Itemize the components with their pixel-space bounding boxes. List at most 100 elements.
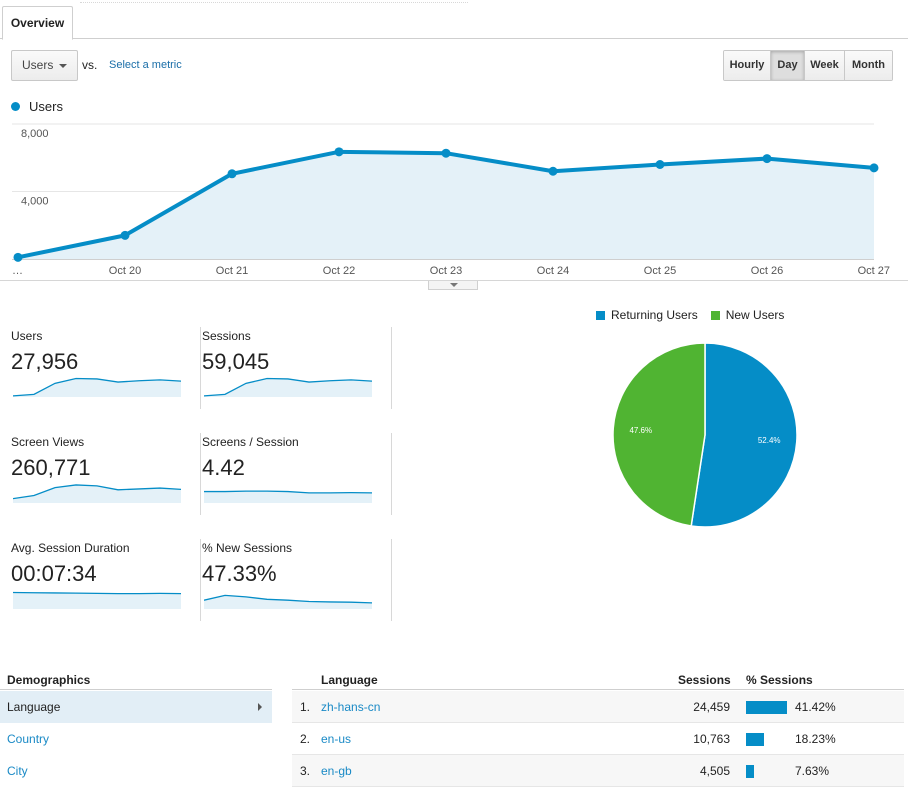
vs-label: vs. xyxy=(82,58,98,72)
scorecard-screens-per-session: Screens / Session 4.42 xyxy=(202,433,392,515)
scorecard-label: Screen Views xyxy=(11,435,85,449)
scorecard-value: 00:07:34 xyxy=(11,561,97,586)
sessions-pct: 7.63% xyxy=(795,764,830,778)
data-point[interactable] xyxy=(120,230,130,240)
scorecard-label: Avg. Session Duration xyxy=(11,541,130,555)
x-tick-label: Oct 20 xyxy=(109,265,141,277)
data-point[interactable] xyxy=(334,147,344,157)
demographics-item-label: Country xyxy=(7,732,50,746)
legend-swatch xyxy=(596,310,605,320)
scorecard-label: % New Sessions xyxy=(202,541,293,555)
y-tick-label: 8,000 xyxy=(21,128,49,140)
scorecard-value: 47.33% xyxy=(202,561,277,586)
data-point[interactable] xyxy=(227,169,237,179)
week-button[interactable]: Week xyxy=(805,51,845,80)
data-point[interactable] xyxy=(441,148,451,158)
hourly-button[interactable]: Hourly xyxy=(724,51,771,80)
column-header-sessions[interactable]: Sessions xyxy=(678,673,731,687)
legend-label: New Users xyxy=(725,308,785,322)
month-button[interactable]: Month xyxy=(845,51,892,80)
sessions-pct: 41.42% xyxy=(795,700,836,714)
tab-strip xyxy=(0,0,908,39)
legend-item-returning-users: Returning Users xyxy=(596,308,698,322)
sessions-share-bar xyxy=(746,765,754,778)
metric-select-value: Users xyxy=(22,58,54,72)
chevron-down-icon xyxy=(450,283,458,287)
row-index: 3. xyxy=(300,764,311,778)
demographics-item-city[interactable]: City xyxy=(0,755,272,787)
sessions-value: 4,505 xyxy=(699,764,730,778)
language-link[interactable]: zh-hans-cn xyxy=(321,700,381,714)
scorecard-value: 59,045 xyxy=(202,349,270,374)
pie-slice-returning-users[interactable] xyxy=(690,342,798,528)
sparkline-line xyxy=(13,484,181,500)
scorecard-value: 4.42 xyxy=(202,455,245,480)
demographics-item-label: Language xyxy=(7,700,61,714)
y-tick-label: 4,000 xyxy=(21,196,49,208)
sessions-share-bar xyxy=(746,701,788,714)
table-row: 2. en-us 10,763 18.23% xyxy=(292,723,904,755)
data-point[interactable] xyxy=(13,252,23,262)
data-point[interactable] xyxy=(655,160,665,169)
row-index: 2. xyxy=(300,732,311,746)
data-point[interactable] xyxy=(762,154,772,164)
sparkline xyxy=(13,377,181,397)
sparkline-area xyxy=(13,592,181,609)
user-type-pie-chart: 52.4% 47.6% xyxy=(612,342,798,528)
sparkline-area xyxy=(204,491,372,503)
legend-dot-icon xyxy=(11,102,20,111)
scorecard-avg-session-duration: Avg. Session Duration 00:07:34 xyxy=(11,539,201,621)
day-button[interactable]: Day xyxy=(771,51,805,80)
sessions-pct: 18.23% xyxy=(795,732,836,746)
x-tick-label: Oct 24 xyxy=(537,265,569,277)
pie-legend: Returning Users New Users xyxy=(596,308,797,322)
demographics-item-country[interactable]: Country xyxy=(0,723,272,755)
column-header-language[interactable]: Language xyxy=(321,673,378,687)
sparkline-area xyxy=(204,378,372,397)
data-point[interactable] xyxy=(869,163,879,173)
divider xyxy=(292,689,904,690)
sparkline xyxy=(204,377,372,397)
x-tick-label: Oct 22 xyxy=(323,265,355,277)
pie-slice-label: 52.4% xyxy=(758,436,781,445)
table-row: 3. en-gb 4,505 7.63% xyxy=(292,755,904,787)
tab-overview[interactable]: Overview xyxy=(2,6,73,40)
users-line-chart: 8,000 4,000 … Oct 20 Oct 21 Oct 22 Oct 23 Oct 2… xyxy=(0,123,908,281)
demographics-item-label: City xyxy=(7,764,28,778)
x-tick-label: Oct 26 xyxy=(751,265,783,277)
legend-label: Returning Users xyxy=(611,308,698,322)
legend-label: Users xyxy=(29,99,63,114)
legend-item-new-users: New Users xyxy=(710,308,785,322)
column-header-pct-sessions[interactable]: % Sessions xyxy=(746,673,813,687)
expand-chart-toggle[interactable] xyxy=(428,281,478,290)
caret-down-icon xyxy=(59,64,67,68)
sparkline-area xyxy=(13,378,181,397)
scorecard-screen-views: Screen Views 260,771 xyxy=(11,433,201,515)
language-link[interactable]: en-gb xyxy=(321,764,352,778)
sparkline-area xyxy=(204,595,372,609)
series-area xyxy=(18,151,874,259)
data-point[interactable] xyxy=(548,166,558,176)
x-tick-label: Oct 25 xyxy=(644,265,676,277)
scorecard-label: Users xyxy=(11,329,43,343)
sparkline xyxy=(13,591,181,609)
divider xyxy=(0,689,272,690)
language-link[interactable]: en-us xyxy=(321,732,352,746)
x-tick-label: Oct 23 xyxy=(430,265,462,277)
x-tick-label: … xyxy=(12,265,23,277)
scorecard-new-sessions: % New Sessions 47.33% xyxy=(202,539,392,621)
scorecard-users: Users 27,956 xyxy=(11,327,201,409)
sparkline-line xyxy=(204,594,372,604)
sessions-share-bar xyxy=(746,733,765,746)
chevron-right-icon xyxy=(258,703,262,711)
sparkline-line xyxy=(204,377,372,397)
divider xyxy=(80,0,468,3)
sparkline-line xyxy=(13,377,181,397)
metric-select[interactable]: Users xyxy=(11,50,78,81)
demographics-item-language[interactable]: Language xyxy=(0,691,272,723)
sparkline-line xyxy=(204,490,372,494)
pie-slice-new-users[interactable] xyxy=(612,342,706,527)
x-tick-label: Oct 21 xyxy=(216,265,248,277)
select-metric-link[interactable]: Select a metric xyxy=(109,59,182,71)
legend-swatch xyxy=(710,310,720,320)
